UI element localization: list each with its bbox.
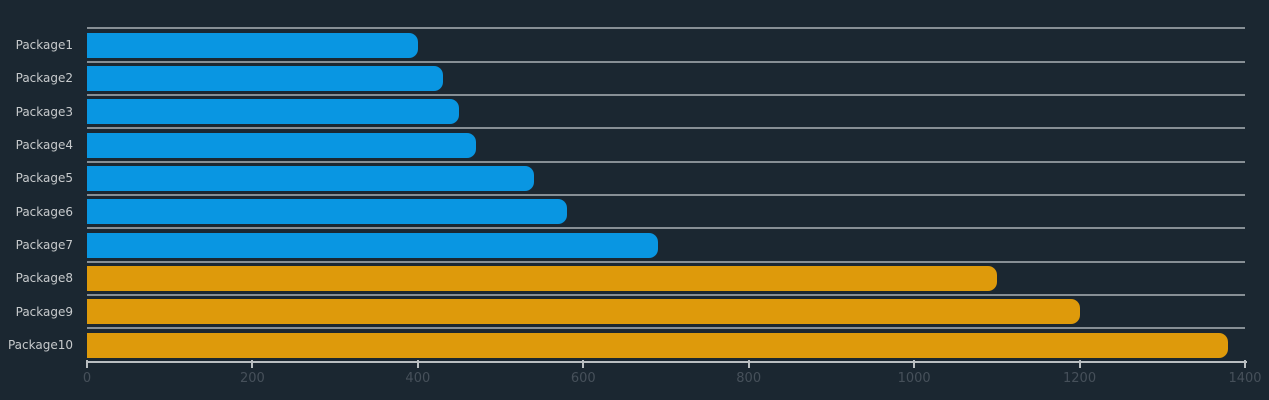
category-label: Package9 <box>15 304 73 319</box>
bar-package2 <box>87 65 443 91</box>
x-axis-line <box>87 360 1247 363</box>
gridline <box>87 260 1245 263</box>
category-label: Package10 <box>7 338 73 353</box>
category-label: Package3 <box>15 104 73 119</box>
category-label: Package8 <box>15 271 73 286</box>
gridline <box>87 227 1245 230</box>
gridline <box>87 294 1245 297</box>
bar-package9 <box>87 299 1080 325</box>
category-label: Package5 <box>15 171 73 186</box>
category-label: Package4 <box>15 138 73 153</box>
x-tick <box>582 359 585 368</box>
x-tick <box>416 359 419 368</box>
x-tick-label: 200 <box>240 370 265 386</box>
x-tick-label: 600 <box>570 370 596 386</box>
category-label: Package2 <box>15 71 73 86</box>
gridline <box>87 327 1245 330</box>
x-tick-label: 1000 <box>897 370 931 386</box>
bar-package4 <box>87 132 476 158</box>
gridline <box>87 60 1245 63</box>
gridline <box>87 27 1245 30</box>
bar-package1 <box>87 32 418 58</box>
gridline <box>87 194 1245 197</box>
x-tick-label: 0 <box>82 370 92 386</box>
category-label: Package6 <box>15 204 73 219</box>
bar-package3 <box>87 99 460 125</box>
x-tick <box>1078 359 1081 368</box>
bar-package10 <box>87 332 1229 358</box>
x-tick-label: 800 <box>736 370 762 386</box>
gridline <box>87 127 1245 130</box>
category-label: Package7 <box>15 238 73 253</box>
bar-package5 <box>87 165 534 191</box>
x-tick <box>747 359 750 368</box>
x-tick <box>86 359 88 368</box>
bar-package7 <box>87 232 658 258</box>
x-tick-label: 1200 <box>1063 370 1097 386</box>
category-label: Package1 <box>15 38 73 53</box>
x-tick <box>913 359 916 368</box>
bar-package6 <box>87 199 567 225</box>
x-tick <box>251 359 254 368</box>
x-tick <box>1244 359 1246 368</box>
gridline <box>87 94 1245 97</box>
gridline <box>87 160 1245 163</box>
bar-package8 <box>87 265 997 291</box>
x-tick-label: 400 <box>405 370 431 386</box>
x-tick-label: 1400 <box>1228 370 1262 386</box>
